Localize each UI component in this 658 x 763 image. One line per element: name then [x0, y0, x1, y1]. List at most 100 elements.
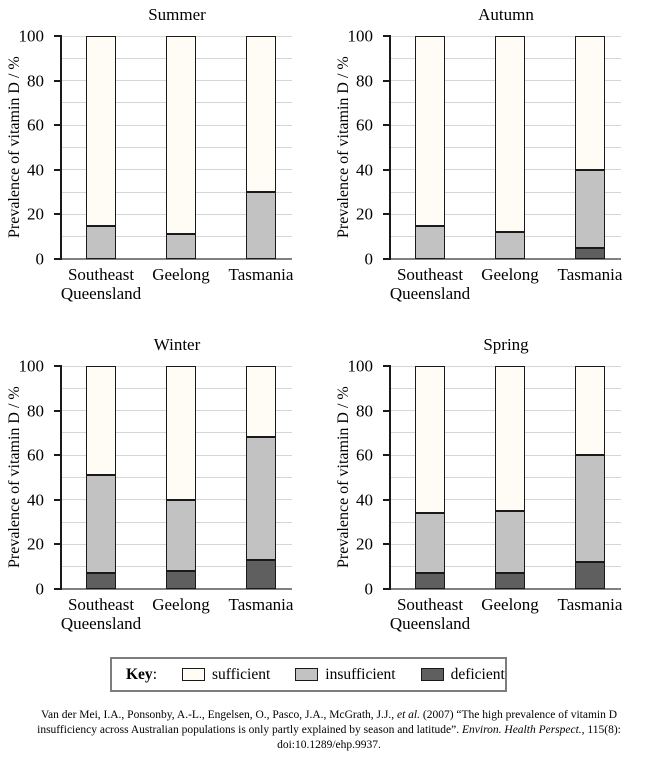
y-tick-mark — [54, 258, 62, 260]
y-tick-mark — [54, 35, 62, 37]
y-tick-label: 40 — [356, 160, 373, 180]
bar-segment-sufficient — [575, 36, 605, 170]
y-tick-mark — [54, 498, 62, 501]
y-tick-label: 60 — [27, 115, 44, 135]
y-tick-label: 20 — [27, 204, 44, 224]
y-tick-label: 0 — [35, 249, 45, 269]
y-axis-line — [60, 35, 62, 260]
y-tick-mark — [383, 258, 391, 260]
stacked-bar-geelong — [166, 36, 196, 259]
y-tick-label: 20 — [356, 534, 373, 554]
y-axis-line — [389, 35, 391, 260]
bar-segment-insufficient — [575, 455, 605, 563]
x-category-label: Tasmania — [228, 595, 294, 614]
plot-area — [383, 35, 621, 260]
stacked-bar-geelong — [166, 366, 196, 589]
y-tick-label: 60 — [356, 115, 373, 135]
stacked-bar-geelong — [495, 36, 525, 259]
stacked-bar-tasmania — [246, 36, 276, 259]
citation-title: (2007) “The high prevalence of vitamin D… — [37, 709, 618, 737]
chart-panel-winter: Winter Prevalence of vitamin D / % 0 20 40… — [0, 330, 329, 642]
bar-segment-sufficient — [415, 366, 445, 514]
x-category-label: Geelong — [481, 265, 539, 284]
y-tick-mark — [54, 213, 62, 216]
y-tick-mark — [383, 124, 391, 127]
bar-segment-sufficient — [166, 36, 196, 235]
stacked-bar-tasmania — [246, 366, 276, 589]
x-category-label: Geelong — [152, 595, 210, 614]
chart-panel-summer: Summer Prevalence of vitamin D / % 0 20 40… — [0, 0, 329, 312]
gridline — [62, 365, 292, 367]
legend-swatch-deficient — [420, 668, 444, 681]
y-tick-mark — [54, 454, 62, 457]
y-tick-label: 100 — [347, 26, 374, 46]
gridline — [391, 35, 621, 37]
y-tick-mark — [54, 409, 62, 412]
y-tick-label: 80 — [27, 71, 44, 91]
bar-segment-sufficient — [495, 366, 525, 511]
bar-segment-insufficient — [495, 232, 525, 259]
plot-area — [383, 365, 621, 590]
y-tick-mark — [383, 213, 391, 216]
citation-volume-doi: , 115(8): doi:10.1289/ehp.9937. — [277, 724, 621, 752]
y-tick-label: 40 — [27, 490, 44, 510]
stacked-bar-southeast-queensland — [86, 36, 116, 259]
stacked-bar-southeast-queensland — [415, 366, 445, 589]
legend-swatch-sufficient — [182, 668, 205, 681]
bar-segment-insufficient — [246, 192, 276, 259]
legend-key-separator: : — [152, 665, 157, 683]
bar-segment-sufficient — [246, 366, 276, 438]
chart-panel-spring: Spring Prevalence of vitamin D / % 0 20 40… — [329, 330, 658, 642]
x-axis: Southeast Queensland Geelong Tasmania — [61, 265, 294, 309]
chart-title: Winter — [153, 335, 201, 354]
x-axis-line — [62, 258, 292, 260]
stacked-bar-tasmania — [575, 36, 605, 259]
y-tick-mark — [383, 365, 391, 367]
y-tick-label: 100 — [18, 356, 45, 376]
bar-segment-insufficient — [246, 437, 276, 561]
y-tick-label: 20 — [27, 534, 44, 554]
y-tick-mark — [383, 454, 391, 457]
citation-authors: Van der Mei, I.A., Ponsonby, A.-L., Enge… — [40, 709, 397, 721]
x-axis: Southeast Queensland Geelong Tasmania — [61, 595, 294, 639]
bar-segment-deficient — [246, 560, 276, 589]
legend-item-insufficient: insufficient — [295, 666, 396, 684]
y-tick-mark — [383, 168, 391, 171]
x-category-label: Southeast Queensland — [389, 265, 471, 303]
y-tick-label: 60 — [27, 445, 44, 465]
y-tick-mark — [54, 543, 62, 546]
x-category-label: Tasmania — [228, 265, 294, 284]
x-category-label: Southeast Queensland — [389, 595, 471, 633]
legend-swatch-insufficient — [295, 668, 319, 681]
y-tick-mark — [383, 35, 391, 37]
y-tick-label: 100 — [18, 26, 45, 46]
y-tick-label: 80 — [27, 401, 44, 421]
y-tick-mark — [383, 498, 391, 501]
x-axis-line — [391, 258, 621, 260]
y-axis: 0 20 40 60 80 100 — [0, 358, 54, 598]
y-axis-line — [389, 365, 391, 590]
legend-key-word: Key — [126, 665, 153, 683]
x-axis-line — [391, 588, 621, 590]
y-tick-label: 40 — [27, 160, 44, 180]
y-tick-label: 60 — [356, 445, 373, 465]
bar-segment-deficient — [495, 573, 525, 589]
chart-title: Summer — [148, 5, 206, 24]
bar-segment-sufficient — [86, 366, 116, 476]
bar-segment-insufficient — [415, 513, 445, 574]
bar-segment-sufficient — [575, 366, 605, 456]
y-tick-mark — [383, 588, 391, 590]
bar-segment-sufficient — [246, 36, 276, 193]
chart-panel-autumn: Autumn Prevalence of vitamin D / % 0 20 40… — [329, 0, 658, 312]
y-tick-mark — [54, 365, 62, 367]
y-tick-label: 0 — [364, 579, 374, 599]
bar-segment-sufficient — [415, 36, 445, 226]
legend-key-label: Key: — [126, 666, 157, 684]
bar-segment-insufficient — [86, 225, 116, 259]
x-category-label: Tasmania — [557, 265, 623, 284]
legend-box: Key: sufficient insufficient deficient — [110, 657, 507, 692]
chart-title: Spring — [483, 335, 529, 354]
gridline — [62, 35, 292, 37]
y-tick-label: 80 — [356, 401, 373, 421]
